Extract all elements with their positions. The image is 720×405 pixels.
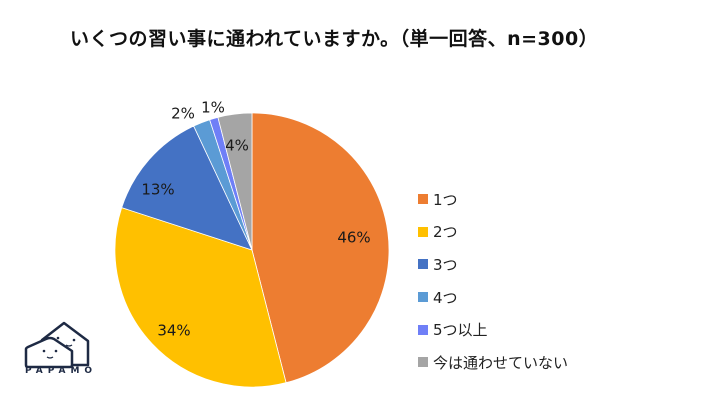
slice-label: 34% [157,322,190,340]
slice-label: 46% [337,229,370,247]
slice-label: 1% [201,99,225,117]
legend-item: 3つ [418,248,568,281]
legend-item: 今は通わせていない [418,346,568,379]
legend-label: 5つ以上 [433,321,488,340]
slice-label: 4% [225,137,249,155]
legend-swatch [418,194,428,205]
legend-swatch [418,357,428,368]
legend-label: 今は通わせていない [433,353,569,372]
pie-slice [251,112,390,384]
legend-swatch [418,324,428,335]
legend-label: 2つ [433,223,458,242]
legend-label: 4つ [433,288,458,307]
legend-item: 1つ [418,183,568,216]
chart-title: いくつの習い事に通われていますか。（単一回答、n=300） [70,28,599,50]
legend-item: 4つ [418,281,568,314]
legend: 1つ 2つ 3つ 4つ 5つ以上 今は通わせていない [418,183,568,379]
slice-label: 2% [171,105,195,123]
pie-slice [114,207,287,388]
pie-slice [217,112,253,251]
legend-swatch [418,259,428,270]
papamo-logo-icon [24,321,90,369]
legend-item: 2つ [418,216,568,249]
slice-label: 13% [141,181,174,199]
pie-slice [121,125,253,251]
legend-label: 3つ [433,255,458,274]
legend-swatch [418,226,428,237]
legend-label: 1つ [433,190,458,209]
legend-swatch [418,292,428,303]
logo-text: PAPAMO [25,366,98,376]
legend-item: 5つ以上 [418,313,568,346]
